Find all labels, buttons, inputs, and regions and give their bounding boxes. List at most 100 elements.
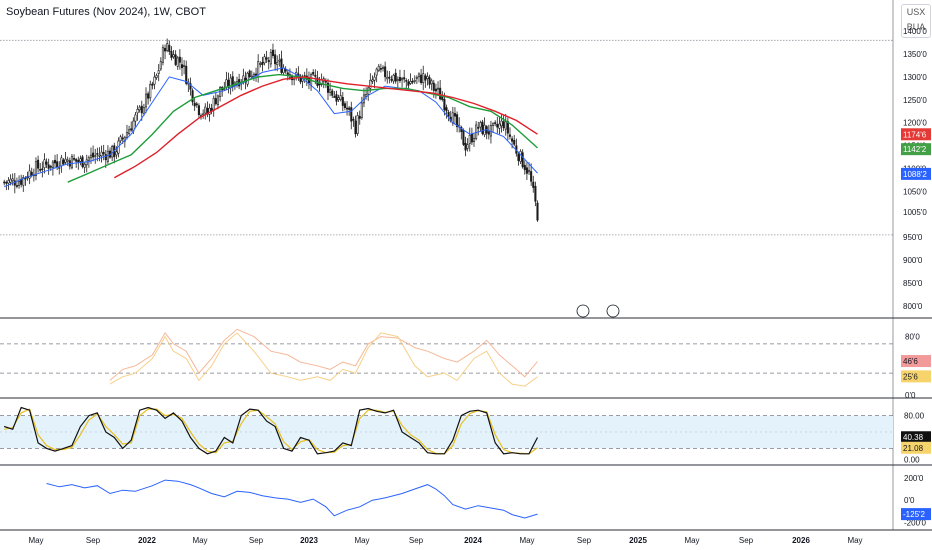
cci-tick-label: 0'0 <box>904 496 915 505</box>
candle-body <box>462 130 465 145</box>
candle-body <box>411 80 414 83</box>
candle-body <box>464 142 467 151</box>
candle-body <box>164 47 167 52</box>
candle-body <box>250 75 253 78</box>
price-tick-label: 1005'0 <box>903 208 927 217</box>
candle-body <box>147 93 150 99</box>
candle-body <box>479 122 482 128</box>
ma-slow-line <box>113 76 538 179</box>
price-tick-label: 1400'0 <box>903 27 927 36</box>
candle-body <box>28 170 31 179</box>
stoch-d-line <box>4 408 538 455</box>
candle-body <box>274 54 277 65</box>
candle-body <box>51 161 54 168</box>
candle-body <box>231 76 234 87</box>
candle-body <box>445 107 448 112</box>
candle-body <box>225 79 228 88</box>
candle-body <box>276 62 279 66</box>
candle-body <box>335 94 338 102</box>
time-tick-label: 2023 <box>300 536 318 545</box>
chart-title: Soybean Futures (Nov 2024), 1W, CBOT <box>6 6 206 18</box>
candle-body <box>513 140 516 145</box>
price-tick-label: 1350'0 <box>903 50 927 59</box>
price-badge: 1174'6 <box>903 130 927 139</box>
candle-body <box>155 75 158 78</box>
candle-body <box>504 121 507 130</box>
candle-body <box>441 96 444 100</box>
candle-body <box>77 159 80 163</box>
candle-body <box>386 76 389 80</box>
rsi-line-a <box>109 328 538 381</box>
currency-label: USX <box>906 7 926 17</box>
candle-body <box>379 68 382 70</box>
candle-body <box>392 74 395 82</box>
candle-body <box>197 105 200 116</box>
candle-body <box>140 105 143 114</box>
candle-body <box>456 114 459 128</box>
candle-body <box>417 73 421 78</box>
candle-body <box>180 64 184 69</box>
candle-body <box>214 98 217 105</box>
candle-body <box>153 76 156 85</box>
candle-body <box>9 178 12 183</box>
candle-body <box>422 73 425 84</box>
candle-body <box>329 88 332 93</box>
time-tick-label: 2022 <box>138 536 156 545</box>
lightning-event-icon[interactable] <box>576 304 590 318</box>
candle-body <box>403 77 406 80</box>
candle-body <box>267 60 270 62</box>
candle-body <box>104 154 107 161</box>
time-tick-label: 2025 <box>629 536 647 545</box>
candle-body <box>532 181 535 188</box>
candle-body <box>331 90 334 96</box>
candle-body <box>390 79 393 81</box>
candle-body <box>121 137 124 140</box>
rsi-tick-label: 0'0 <box>905 391 916 400</box>
candle-body <box>87 157 90 161</box>
price-tick-label: 950'0 <box>903 233 923 242</box>
candle-body <box>64 158 67 163</box>
time-tick-label: May <box>354 536 369 545</box>
dividend-event-icon[interactable] <box>606 304 620 318</box>
candle-body <box>96 153 99 155</box>
candle-body <box>343 103 346 108</box>
candle-body <box>89 154 93 159</box>
price-badge: 1088'2 <box>903 170 927 179</box>
candle-body <box>350 107 353 122</box>
candle-body <box>468 134 471 144</box>
rsi-badge: 46'6 <box>903 357 918 366</box>
candle-body <box>413 80 416 82</box>
candle-body <box>252 73 255 77</box>
candle-body <box>142 107 145 114</box>
candle-body <box>174 54 177 65</box>
time-tick-label: Sep <box>739 536 754 545</box>
candle-body <box>373 76 376 81</box>
candle-body <box>492 123 495 126</box>
time-tick-label: 2026 <box>792 536 810 545</box>
candle-body <box>66 159 69 162</box>
candle-body <box>73 158 76 160</box>
candle-body <box>62 159 65 165</box>
candle-body <box>487 131 490 135</box>
candle-body <box>202 113 205 116</box>
candle-body <box>157 70 160 74</box>
candle-body <box>481 121 484 134</box>
stoch-badge-bg <box>901 431 931 444</box>
ma-mid-line <box>67 73 538 183</box>
candle-body <box>434 88 437 92</box>
candle-body <box>178 56 181 63</box>
candle-body <box>15 185 18 187</box>
cci-line <box>46 479 538 519</box>
candle-body <box>39 169 42 171</box>
candle-body <box>11 178 14 182</box>
candle-body <box>168 44 171 52</box>
candle-body <box>407 81 410 86</box>
stoch-tick-label: 80.00 <box>904 412 925 421</box>
candle-body <box>420 74 423 83</box>
time-tick-label: Sep <box>249 536 264 545</box>
candle-body <box>280 58 283 73</box>
candle-body <box>13 180 16 186</box>
currency-unit-selector[interactable]: USX BUA <box>901 4 931 38</box>
candle-body <box>426 76 429 80</box>
candle-body <box>161 47 164 63</box>
